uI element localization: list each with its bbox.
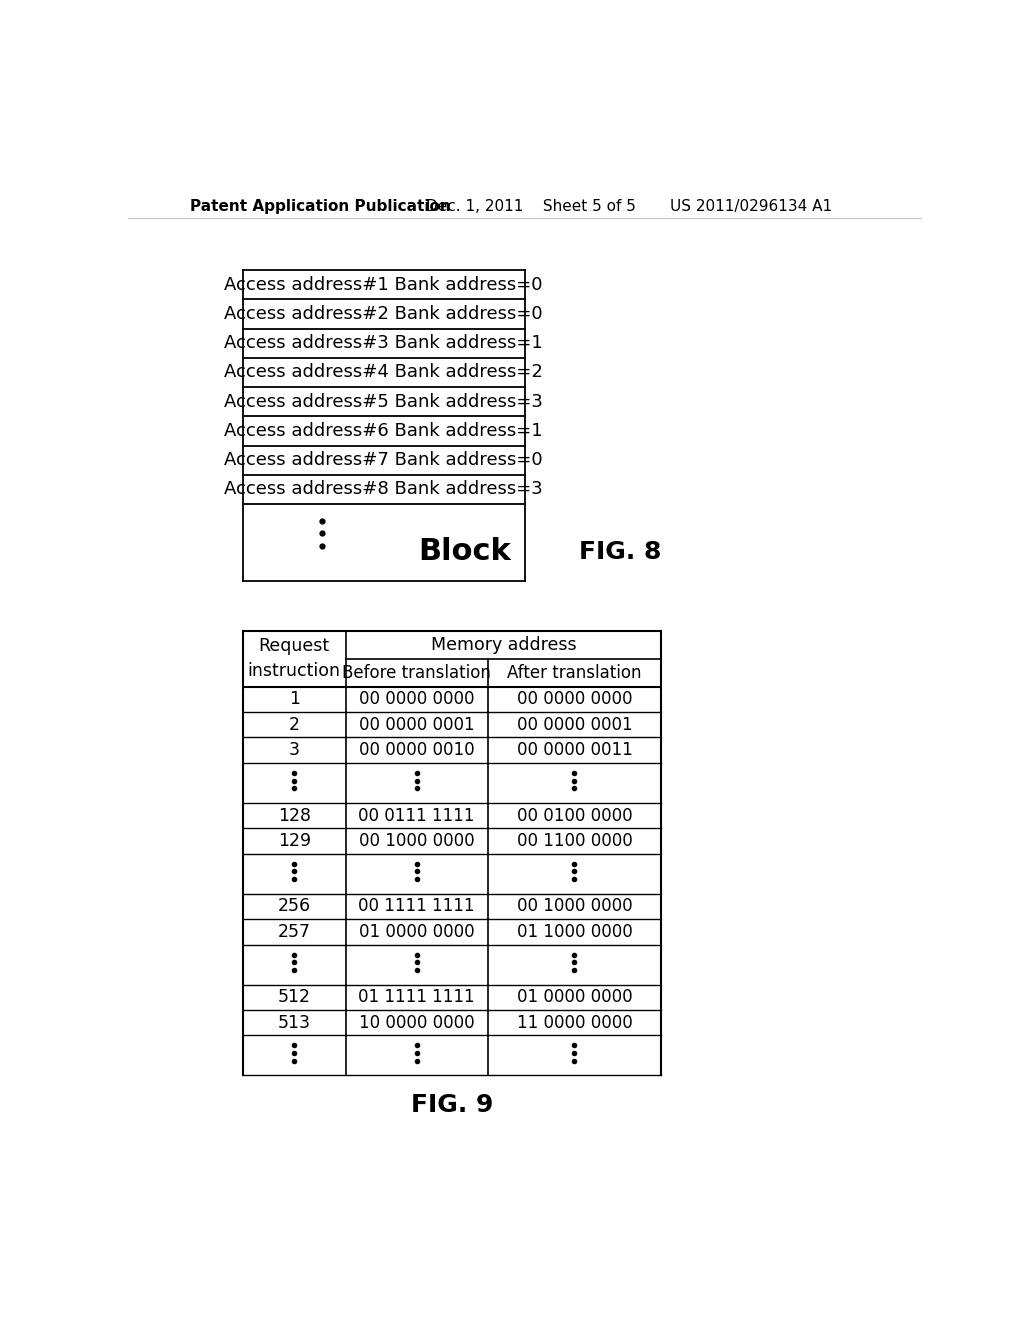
Text: 128: 128 [278,807,310,825]
Text: FIG. 8: FIG. 8 [579,540,662,564]
Text: Patent Application Publication: Patent Application Publication [190,198,451,214]
Text: 513: 513 [278,1014,310,1032]
Text: 00 0100 0000: 00 0100 0000 [516,807,632,825]
Text: Access address#8 Bank address=3: Access address#8 Bank address=3 [224,480,543,499]
Text: 01 1000 0000: 01 1000 0000 [516,923,632,941]
Text: Before translation: Before translation [342,664,492,681]
Text: 10 0000 0000: 10 0000 0000 [358,1014,474,1032]
Text: 00 0000 0001: 00 0000 0001 [516,715,632,734]
Text: 01 0000 0000: 01 0000 0000 [516,989,632,1006]
Text: US 2011/0296134 A1: US 2011/0296134 A1 [671,198,833,214]
Text: Access address#1 Bank address=0: Access address#1 Bank address=0 [224,276,543,293]
Text: 00 1100 0000: 00 1100 0000 [516,832,632,850]
Text: After translation: After translation [507,664,642,681]
Text: Block: Block [418,537,511,566]
Text: Dec. 1, 2011    Sheet 5 of 5: Dec. 1, 2011 Sheet 5 of 5 [426,198,636,214]
Text: 256: 256 [278,898,311,916]
Text: Access address#7 Bank address=0: Access address#7 Bank address=0 [224,451,543,469]
Text: Access address#4 Bank address=2: Access address#4 Bank address=2 [224,363,543,381]
Text: 00 1000 0000: 00 1000 0000 [358,832,474,850]
Text: 3: 3 [289,741,300,759]
Text: FIG. 9: FIG. 9 [411,1093,494,1117]
Text: 00 0000 0000: 00 0000 0000 [517,690,632,709]
Text: Request
instruction: Request instruction [248,638,341,680]
Text: 00 0111 1111: 00 0111 1111 [358,807,475,825]
Text: 11 0000 0000: 11 0000 0000 [516,1014,632,1032]
Text: 00 0000 0001: 00 0000 0001 [358,715,474,734]
Text: Access address#5 Bank address=3: Access address#5 Bank address=3 [224,393,543,411]
Text: 512: 512 [278,989,310,1006]
Text: 00 0000 0000: 00 0000 0000 [359,690,474,709]
Text: Memory address: Memory address [431,636,577,653]
Text: 00 1000 0000: 00 1000 0000 [516,898,632,916]
Text: Access address#2 Bank address=0: Access address#2 Bank address=0 [224,305,543,323]
Text: 1: 1 [289,690,300,709]
Text: 00 0000 0010: 00 0000 0010 [358,741,474,759]
Text: 129: 129 [278,832,311,850]
Text: 01 1111 1111: 01 1111 1111 [358,989,475,1006]
Text: 2: 2 [289,715,300,734]
Text: Access address#6 Bank address=1: Access address#6 Bank address=1 [224,422,543,440]
Text: Access address#3 Bank address=1: Access address#3 Bank address=1 [224,334,543,352]
Text: 257: 257 [278,923,310,941]
Text: 01 0000 0000: 01 0000 0000 [358,923,474,941]
Text: 00 0000 0011: 00 0000 0011 [516,741,632,759]
Text: 00 1111 1111: 00 1111 1111 [358,898,475,916]
